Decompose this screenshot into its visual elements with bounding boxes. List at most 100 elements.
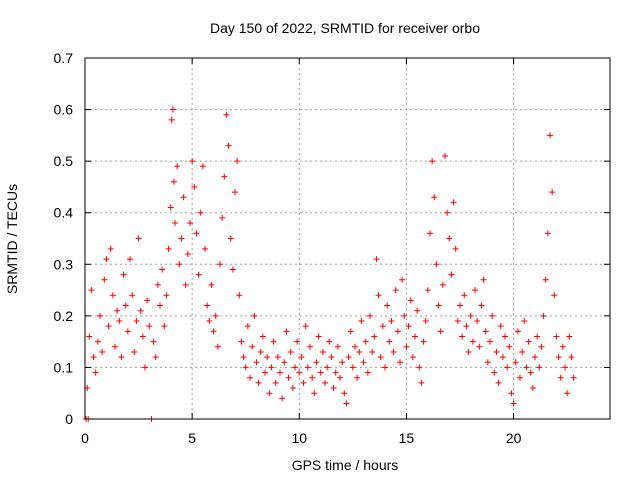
data-point [107, 245, 114, 252]
data-point [491, 369, 498, 376]
data-point [139, 333, 146, 340]
data-point [255, 379, 262, 386]
data-point [311, 390, 318, 397]
data-point [150, 338, 157, 345]
data-point [304, 364, 311, 371]
data-point [341, 390, 348, 397]
x-tick-label: 5 [188, 430, 196, 446]
data-point [161, 323, 168, 330]
data-point [122, 302, 129, 309]
data-point [352, 343, 358, 350]
data-point [399, 276, 406, 283]
data-point [397, 359, 403, 366]
data-point [88, 287, 95, 294]
data-point [247, 374, 253, 381]
data-point [236, 292, 243, 299]
data-point [298, 354, 305, 361]
data-point [251, 312, 258, 319]
data-point [163, 292, 170, 299]
data-points [83, 106, 577, 422]
data-point [118, 354, 125, 361]
data-point [202, 245, 208, 252]
data-point [292, 364, 298, 371]
data-point [217, 261, 223, 268]
data-point [152, 354, 159, 361]
data-point [480, 276, 487, 283]
data-point [463, 323, 470, 330]
data-point [349, 364, 356, 371]
data-point [264, 354, 271, 361]
data-point [472, 287, 478, 294]
grid-layer [85, 58, 610, 419]
data-point [354, 374, 361, 381]
data-point [328, 354, 335, 361]
data-point [489, 312, 496, 319]
data-point [497, 323, 504, 330]
data-point [270, 338, 277, 345]
data-point [379, 323, 386, 330]
data-point [542, 276, 549, 283]
data-point [232, 189, 238, 196]
data-point [309, 374, 316, 381]
data-point [549, 189, 556, 196]
data-point [431, 194, 438, 201]
data-point [529, 385, 536, 392]
data-point [180, 194, 187, 201]
data-point [527, 369, 534, 376]
data-point [557, 374, 564, 381]
data-point [461, 292, 468, 299]
data-point [157, 302, 163, 309]
data-point [559, 343, 566, 350]
data-point [536, 364, 543, 371]
data-point [407, 297, 414, 304]
data-point [414, 307, 421, 314]
data-point [476, 343, 483, 350]
data-point [97, 312, 103, 319]
data-point [127, 256, 133, 263]
data-point [101, 276, 108, 283]
data-point [512, 359, 519, 366]
data-point [562, 364, 568, 371]
data-point [109, 292, 116, 299]
data-point [189, 158, 196, 165]
data-point [409, 354, 416, 361]
data-point [362, 338, 369, 345]
data-point [317, 369, 324, 376]
data-point [551, 292, 558, 299]
data-point [401, 312, 408, 319]
data-point [199, 163, 206, 170]
x-tick-label: 10 [291, 430, 307, 446]
data-point [114, 307, 121, 314]
data-point [238, 338, 245, 345]
data-point [244, 323, 251, 330]
data-point [262, 369, 268, 376]
data-point [214, 343, 221, 350]
data-point [229, 266, 236, 273]
data-point [296, 369, 303, 376]
data-point [446, 235, 453, 242]
data-point [540, 312, 547, 319]
data-point [268, 364, 275, 371]
data-point [487, 338, 493, 345]
data-point [277, 369, 283, 376]
data-point [547, 132, 553, 139]
data-point [457, 302, 463, 309]
data-point [433, 261, 440, 268]
data-point [129, 292, 136, 299]
data-point [168, 116, 175, 123]
data-point [564, 390, 571, 397]
data-point [555, 354, 562, 361]
data-point [388, 318, 395, 325]
data-point [112, 343, 118, 350]
data-point [274, 354, 281, 361]
data-point [437, 328, 444, 335]
data-point [521, 318, 528, 325]
data-point [519, 348, 526, 355]
data-point [517, 374, 523, 381]
data-point [435, 302, 442, 309]
data-point [322, 379, 328, 386]
data-point [403, 343, 410, 350]
data-point [240, 354, 247, 361]
y-tick-label: 0.2 [54, 308, 74, 324]
